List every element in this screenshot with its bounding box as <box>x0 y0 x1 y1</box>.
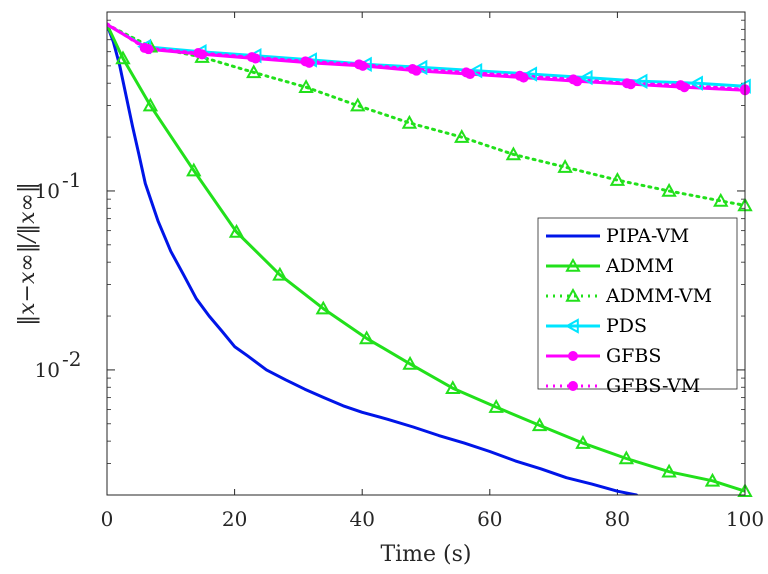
data-point-admm <box>186 162 202 177</box>
data-point-gfbs-vm <box>139 42 150 53</box>
data-point-gfbs-vm <box>461 67 472 78</box>
data-point-gfbs-vm <box>621 78 632 89</box>
legend-label-admm: ADMM <box>605 255 674 277</box>
legend: PIPA-VM ADMM ADMM-VM PDS GFBS GFBS-VM <box>537 217 738 397</box>
data-point-admm <box>531 417 548 432</box>
marker-layer <box>115 38 753 498</box>
y-tick-exponent: -2 <box>62 347 81 371</box>
data-point-admm-vm <box>609 172 626 186</box>
x-tick-label: 60 <box>477 507 502 531</box>
x-tick-label: 20 <box>222 507 247 531</box>
data-point-admm-vm <box>246 64 262 79</box>
data-point-admm <box>358 330 375 345</box>
data-point-admm <box>704 472 721 487</box>
data-point-gfbs-vm <box>246 52 257 63</box>
x-tick-label: 40 <box>349 507 374 531</box>
data-point-admm-vm <box>557 159 573 173</box>
data-point-admm <box>618 450 635 465</box>
data-point-pds <box>468 62 483 79</box>
series-line-admm <box>107 23 745 493</box>
legend-label-pds: PDS <box>606 315 647 337</box>
data-point-pds <box>633 73 648 89</box>
series-line-pipa-vm <box>107 23 638 495</box>
legend-marker-gfbs-vm <box>568 381 578 391</box>
legend-marker-admm <box>565 257 581 272</box>
data-point-admm <box>445 380 461 395</box>
x-tick-label: 80 <box>605 507 630 531</box>
data-point-admm <box>488 399 504 413</box>
legend-marker-pds <box>564 318 579 334</box>
data-point-admm <box>737 483 753 498</box>
x-tick-label: 100 <box>726 507 764 531</box>
data-point-gfbs-vm <box>300 56 311 67</box>
data-point-admm <box>272 266 288 281</box>
y-tick-label: 10 <box>35 179 60 203</box>
data-point-admm <box>142 97 159 112</box>
data-point-admm-vm <box>713 192 729 207</box>
data-point-gfbs-vm <box>675 80 686 91</box>
y-axis-title: ‖x−x∞‖/‖x∞‖ <box>15 182 40 326</box>
x-tick-label: 0 <box>101 507 114 531</box>
data-point-admm <box>661 463 677 478</box>
data-point-admm-vm <box>454 129 470 143</box>
data-point-gfbs-vm <box>514 70 525 81</box>
data-point-admm <box>115 50 131 65</box>
data-point-gfbs-vm <box>407 64 418 75</box>
legend-label-admm-vm: ADMM-VM <box>605 285 712 307</box>
legend-marker-admm-vm <box>565 287 581 302</box>
data-point-admm-vm <box>661 182 677 197</box>
y-tick-label: 10 <box>35 358 60 382</box>
data-point-pds <box>689 75 703 91</box>
legend-label-gfbs-vm: GFBS-VM <box>606 375 700 397</box>
y-tick-exponent: -1 <box>62 168 81 192</box>
data-point-admm-vm <box>401 114 418 129</box>
data-point-gfbs-vm <box>354 59 365 70</box>
plot-frame <box>106 11 746 496</box>
data-point-admm-vm <box>350 97 366 112</box>
legend-marker-gfbs <box>568 351 578 361</box>
x-axis-title: Time (s) <box>380 542 471 567</box>
legend-label-pipa-vm: PIPA-VM <box>606 225 689 247</box>
data-point-gfbs-vm <box>568 74 579 85</box>
data-point-admm <box>315 300 331 315</box>
data-point-gfbs-vm <box>193 48 204 59</box>
series-line-admm-vm <box>107 23 745 207</box>
data-point-admm <box>402 355 418 370</box>
data-point-admm <box>228 223 245 238</box>
data-point-admm <box>575 435 591 449</box>
legend-label-gfbs: GFBS <box>606 345 661 367</box>
data-point-admm-vm <box>505 146 522 161</box>
data-point-admm-vm <box>298 79 314 94</box>
data-point-pds <box>523 66 538 82</box>
data-point-pds <box>578 69 593 86</box>
